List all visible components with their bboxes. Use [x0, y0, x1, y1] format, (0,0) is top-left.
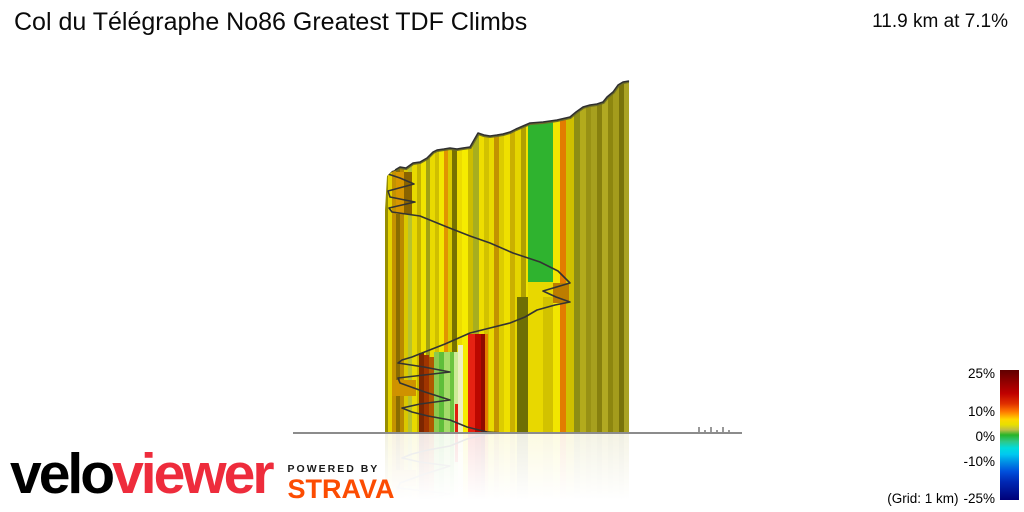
gradient-stripe: [560, 81, 566, 433]
gradient-legend-bar: [1000, 370, 1019, 500]
gradient-stripe: [439, 81, 444, 433]
gradient-stripe: [435, 81, 439, 433]
grid-note: (Grid: 1 km): [887, 491, 959, 506]
gradient-stripe: [396, 81, 400, 433]
gradient-stripe: [504, 81, 510, 433]
gradient-stripe: [517, 297, 528, 433]
road-path: [387, 169, 571, 433]
summit-ridge-line: [394, 80, 630, 171]
climb-stats: 11.9 km at 7.1%: [872, 11, 1008, 32]
gradient-stripe: [454, 352, 458, 433]
strava-wordmark: STRAVA: [287, 474, 395, 504]
gradient-stripe: [400, 81, 404, 433]
veloviewer-wordmark: veloviewer: [10, 446, 275, 503]
gradient-stripe: [494, 81, 499, 433]
gradient-stripe: [468, 334, 475, 433]
gradient-stripe: [543, 297, 553, 433]
legend-tick-label: 0%: [975, 429, 995, 444]
gradient-stripe: [444, 352, 450, 433]
gradient-stripe: [468, 81, 473, 433]
gradient-stripe: [481, 334, 485, 433]
reflection-fade: [381, 433, 633, 512]
gradient-stripe: [484, 81, 489, 433]
gradient-stripe: [412, 81, 417, 433]
gradient-stripe: [457, 81, 462, 433]
gradient-stripe: [424, 355, 429, 433]
strava-attribution: POWERED BY STRAVA: [287, 463, 395, 504]
gradient-stripe: [613, 81, 619, 433]
legend-tick-label: -10%: [963, 454, 995, 469]
gradient-stripe: [430, 81, 435, 433]
gradient-stripe: [458, 345, 463, 433]
gradient-stripe: [396, 172, 404, 214]
gradient-stripe: [566, 81, 574, 433]
gradient-stripe: [439, 352, 444, 433]
gradient-stripe: [426, 81, 430, 433]
gradient-stripe: [385, 81, 388, 433]
gradient-stripe: [608, 81, 613, 433]
legend-bottom-row: (Grid: 1 km) -25%: [887, 491, 995, 506]
gradient-stripe: [392, 380, 416, 396]
elevation-wall: [385, 81, 629, 433]
gradient-stripe: [485, 334, 488, 433]
gradient-stripe: [417, 81, 421, 433]
legend-tick-label: 25%: [967, 366, 995, 381]
gradient-stripe: [448, 81, 452, 433]
legend-tick-label: 10%: [967, 404, 995, 419]
gradient-stripe: [404, 81, 408, 433]
gradient-stripe: [421, 81, 426, 433]
gradient-stripe: [408, 81, 412, 433]
gradient-stripe: [434, 352, 439, 433]
gradient-stripe: [580, 81, 586, 433]
gradient-stripe: [404, 172, 412, 214]
velo-text: velo: [10, 442, 115, 506]
gradient-stripe: [455, 404, 459, 433]
gradient-stripe: [450, 352, 454, 433]
gradient-stripe: [444, 81, 448, 433]
veloviewer-logo[interactable]: veloviewer POWERED BY STRAVA: [10, 446, 395, 504]
gradient-stripe: [624, 81, 629, 433]
gradient-stripe: [510, 81, 515, 433]
gradient-stripe: [602, 81, 608, 433]
gradient-stripe: [475, 334, 481, 433]
gradient-stripe: [462, 81, 468, 433]
powered-by-label: POWERED BY: [287, 463, 380, 475]
viewer-text: viewer: [112, 442, 274, 506]
gradient-stripe: [515, 81, 521, 433]
gradient-stripe: [419, 353, 424, 433]
gradient-stripe: [619, 81, 624, 433]
page-title: Col du Télégraphe No86 Greatest TDF Clim…: [14, 8, 528, 36]
gradient-stripe: [452, 81, 457, 433]
distance-ticks: [698, 427, 730, 432]
gradient-stripe: [597, 81, 602, 433]
gradient-stripe: [586, 81, 591, 433]
gradient-stripe: [388, 81, 392, 433]
gradient-stripe: [553, 81, 560, 433]
gradient-stripe: [429, 357, 434, 433]
legend-tick-label: -25%: [963, 491, 995, 506]
gradient-stripe: [489, 81, 494, 433]
gradient-stripe: [591, 81, 597, 433]
gradient-stripe: [473, 81, 479, 433]
gradient-stripe: [499, 81, 504, 433]
gradient-stripe: [479, 81, 484, 433]
gradient-stripe: [392, 81, 396, 433]
gradient-stripe: [574, 81, 580, 433]
